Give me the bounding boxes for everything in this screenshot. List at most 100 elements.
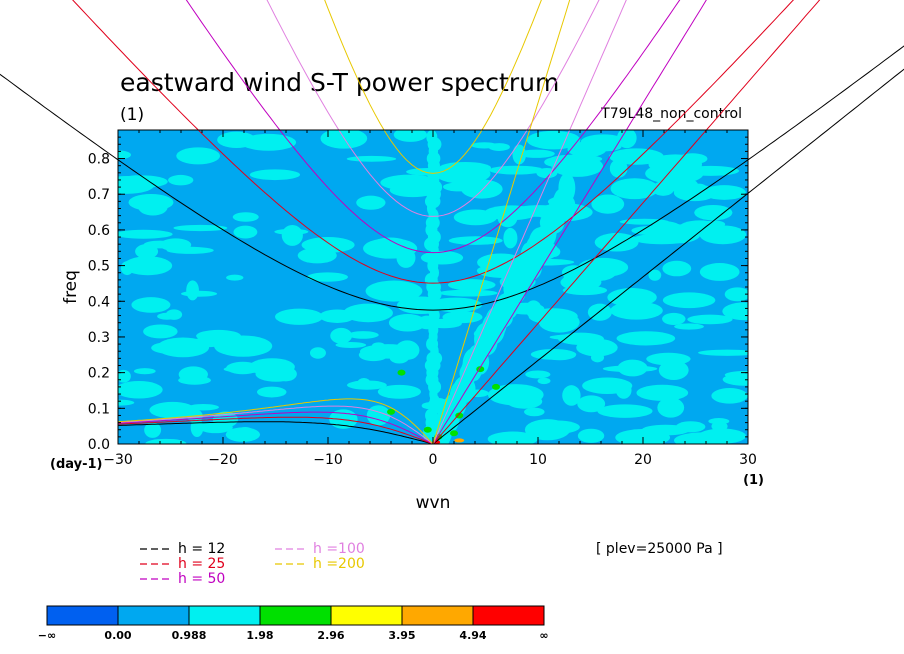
rossby-curve-25 [117,416,434,444]
field-patch [447,279,496,291]
colorbar-swatch [259,605,332,626]
rossby-curve-200 [117,398,434,444]
field-patch [615,429,671,444]
colorbar-swatch [46,605,119,626]
field-peak [492,383,500,390]
y-tick-label: 0.7 [88,187,110,203]
field-column [426,351,443,366]
colorbar-label: 3.95 [388,629,415,642]
field-patch [118,229,173,239]
field-patch [597,404,653,418]
field-patch [168,174,194,186]
field-patch [356,195,386,210]
field-patch [442,182,476,192]
field-patch [577,428,605,443]
field-patch [699,263,740,281]
field-patch [118,399,135,406]
field-patch [388,314,427,332]
field-patch [560,274,602,291]
legend-label-100: h =100 [313,541,365,557]
rossby-curve-50 [117,411,434,444]
field-patch [165,309,183,320]
field-patch [320,130,368,149]
x-tick-label: 30 [739,452,757,468]
field-patch [358,348,389,362]
field-patch [275,308,324,325]
chart-subtitle-right: T79L48_non_control [600,106,742,122]
field-patch [138,198,168,216]
field-patch [330,327,353,344]
legend-label-25: h = 25 [178,556,225,572]
y-tick-label: 0.0 [88,437,110,453]
field-patch [372,342,385,349]
field-patch [145,438,187,444]
x-unit-label: (1) [743,473,764,488]
field-patch [198,421,233,434]
field-patch [233,225,258,239]
field-patch [524,407,545,417]
field-patch [471,142,498,149]
y-tick-label: 0.5 [88,259,110,275]
kelvin-curve-25 [432,0,821,444]
x-tick-label: −10 [313,452,343,468]
field-patch [724,287,748,302]
x-tick-label: 20 [634,452,652,468]
field-patch [722,302,748,321]
field-patch [666,262,686,275]
colorbar-label: 2.96 [317,629,344,642]
ig-curve-100 [266,0,600,217]
field-peak [450,430,458,437]
field-peak [397,369,406,376]
field-patch [143,240,177,249]
field-patch [133,368,156,375]
field-patch [187,404,219,411]
field-patch [249,169,301,181]
field-patch [610,178,659,200]
field-patch [181,290,218,297]
field-patch [576,338,618,357]
field-patch [674,323,704,330]
field-patch [711,388,748,404]
x-tick-label: −30 [103,452,133,468]
field-patch [526,130,581,150]
chart-subtitle-left: (1) [120,105,144,125]
field-patch [538,311,580,333]
field-patch [118,150,132,160]
field-patch [131,297,171,313]
ig-curve-25 [72,0,795,284]
field-patch [687,314,733,325]
field-peak [423,426,432,433]
y-axis-label: freq [61,270,81,304]
ig-curve-200 [324,0,542,174]
field-patch [699,225,747,245]
field-patch [591,194,625,214]
x-axis-label: wvn [416,493,451,513]
field-patch [301,237,355,253]
field-ridge [558,173,576,203]
field-patch [196,329,241,343]
field-patch [357,378,371,388]
chart-title: eastward wind S-T power spectrum [120,68,559,97]
colorbar-swatch [330,605,403,626]
y-tick-label: 0.3 [88,330,110,346]
field-patch [235,426,256,441]
field-patch [670,177,699,195]
colorbar-label: ∞ [539,629,548,642]
field-patch [648,269,662,281]
colorbar-swatch [401,605,474,626]
field-patch [343,303,393,323]
field-patch [393,130,427,142]
kelvin-curve-50 [432,0,707,444]
field-patch [178,366,208,383]
colorbar-swatch [188,605,261,626]
field-patch [488,165,544,175]
field-patch [525,370,551,379]
field-patch [549,334,602,341]
field-patch [652,181,675,196]
y-tick-label: 0.4 [88,294,110,310]
field-patch [656,224,701,244]
field-patch [674,432,731,444]
field-patch [646,352,691,366]
field-patch [682,165,740,176]
